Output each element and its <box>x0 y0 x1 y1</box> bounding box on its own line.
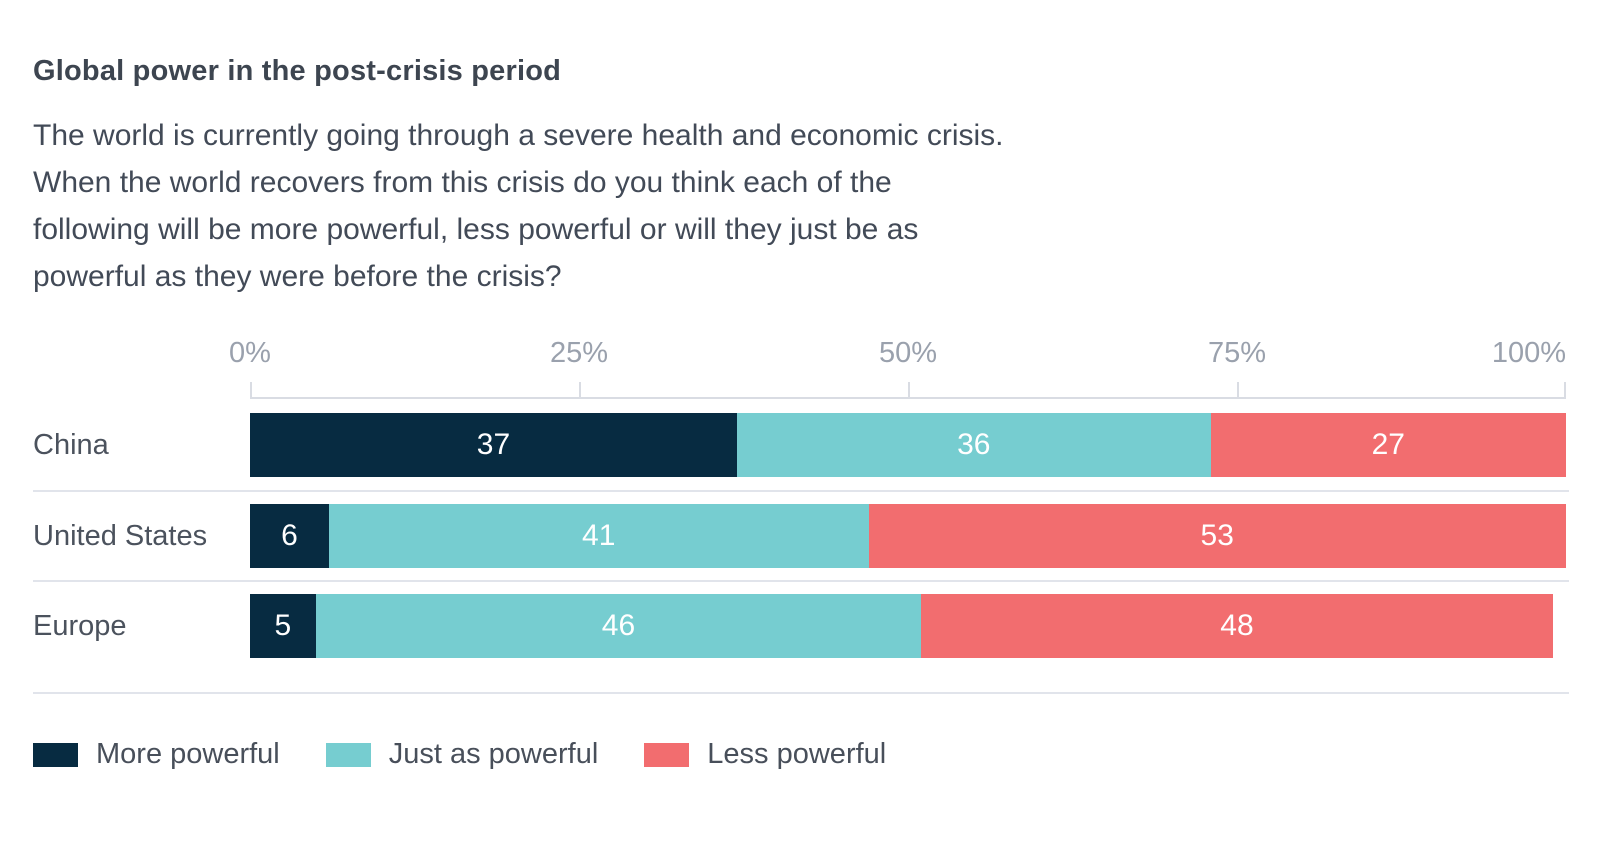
category-label-united-states: United States <box>33 519 208 552</box>
bar-segment-just-as-powerful: 36 <box>736 413 1211 477</box>
legend-item-just-as-powerful: Just as powerful <box>325 738 599 771</box>
x-axis-tick-label: 100% <box>1491 337 1566 369</box>
chart-subtitle: The world is currently going through a s… <box>33 112 1004 300</box>
legend-swatch-just-as-powerful <box>325 742 371 767</box>
bar-value-label: 5 <box>274 609 292 642</box>
legend-swatch-less-powerful <box>644 742 690 767</box>
x-axis-tick-label: 50% <box>878 337 938 369</box>
chart-subtitle-line: powerful as they were before the crisis? <box>33 260 562 293</box>
x-axis-tick-mark <box>250 382 252 397</box>
legend-label: Less powerful <box>707 738 887 770</box>
bar-rows: China 37 36 27 United States 6 41 53 Europe 5 46 48 <box>33 400 1569 670</box>
bottom-divider <box>33 692 1569 694</box>
chart-subtitle-line: The world is currently going through a s… <box>33 119 1004 152</box>
bar-row-united-states: United States 6 41 53 <box>33 490 1569 580</box>
category-label-china: China <box>33 428 109 461</box>
stacked-bar-united-states: 6 41 53 <box>250 504 1566 568</box>
chart-title: Global power in the post-crisis period <box>33 55 562 87</box>
bar-segment-just-as-powerful: 46 <box>315 594 922 658</box>
bar-segment-more-powerful: 37 <box>250 413 737 477</box>
legend: More powerful Just as powerful Less powerf… <box>33 738 886 771</box>
bar-segment-less-powerful: 27 <box>1210 413 1566 477</box>
bar-segment-less-powerful: 48 <box>921 594 1553 658</box>
bar-segment-more-powerful: 5 <box>250 594 316 658</box>
stacked-bar-china: 37 36 27 <box>250 413 1566 477</box>
bar-value-label: 36 <box>957 428 991 461</box>
chart-subtitle-line: When the world recovers from this crisis… <box>33 166 892 199</box>
bar-value-label: 6 <box>281 519 298 552</box>
legend-label: More powerful <box>96 738 280 770</box>
bar-value-label: 37 <box>476 428 511 461</box>
x-axis-tick-label: 0% <box>229 337 271 369</box>
bar-segment-more-powerful: 6 <box>250 504 329 568</box>
bar-value-label: 53 <box>1200 519 1234 552</box>
x-axis-tick-label: 75% <box>1207 337 1267 369</box>
legend-item-more-powerful: More powerful <box>33 738 280 771</box>
bar-value-label: 41 <box>582 519 616 552</box>
chart-subtitle-line: following will be more powerful, less po… <box>33 213 919 246</box>
bar-value-label: 27 <box>1371 428 1405 461</box>
bar-row-europe: Europe 5 46 48 <box>33 580 1569 670</box>
legend-swatch-more-powerful <box>33 742 78 767</box>
legend-item-less-powerful: Less powerful <box>644 738 886 771</box>
category-label-europe: Europe <box>33 609 127 642</box>
bar-value-label: 48 <box>1220 609 1254 642</box>
bar-segment-just-as-powerful: 41 <box>328 504 869 568</box>
stacked-bar-europe: 5 46 48 <box>250 594 1566 658</box>
bar-row-china: China 37 36 27 <box>33 400 1569 490</box>
x-axis-tick-mark <box>579 382 581 397</box>
x-axis-tick-mark <box>908 382 910 397</box>
x-axis-tick-mark <box>1564 382 1566 397</box>
bar-segment-less-powerful: 53 <box>868 504 1566 568</box>
bar-value-label: 46 <box>601 609 636 642</box>
x-axis-tick-mark <box>1237 382 1239 397</box>
x-axis: 0% 25% 50% 75% 100% <box>229 337 1566 399</box>
x-axis-tick-label: 25% <box>549 337 609 369</box>
legend-label: Just as powerful <box>388 738 599 770</box>
